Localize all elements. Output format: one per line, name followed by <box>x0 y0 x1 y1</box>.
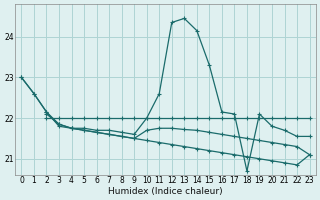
X-axis label: Humidex (Indice chaleur): Humidex (Indice chaleur) <box>108 187 223 196</box>
